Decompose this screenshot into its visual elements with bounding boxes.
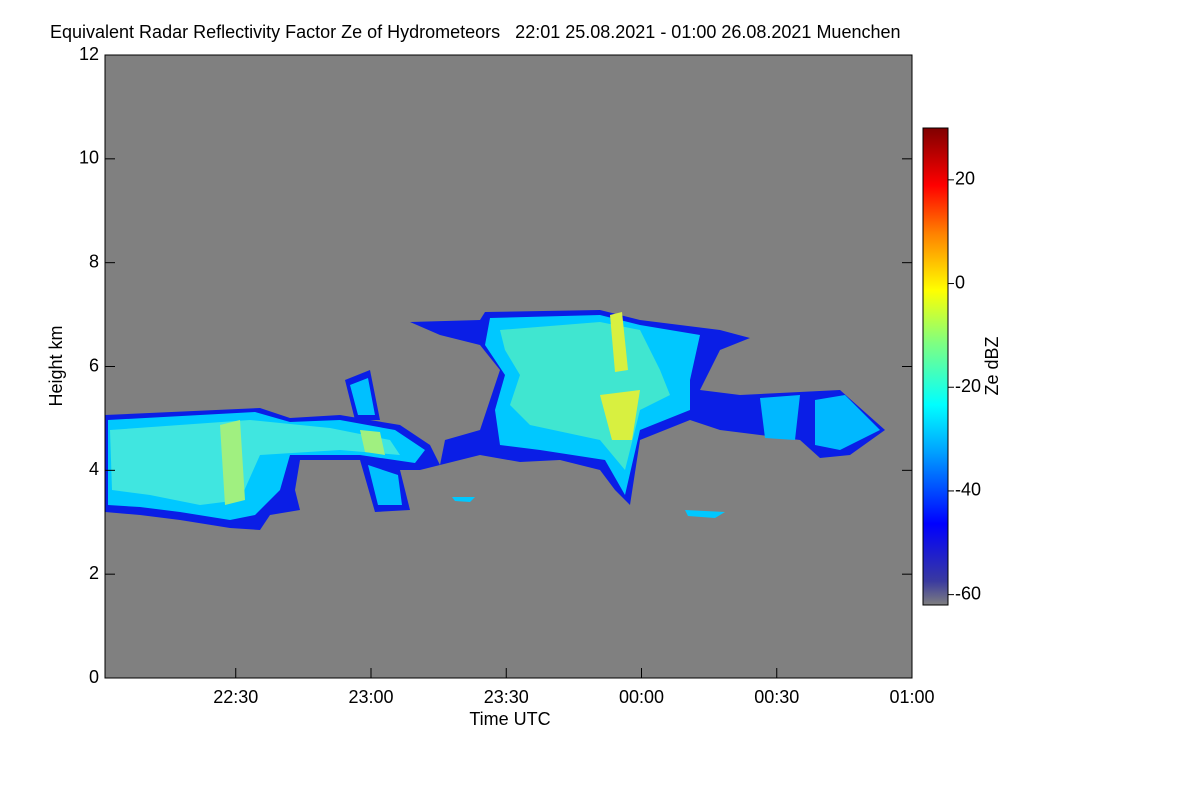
x-tick-label: 00:00 [619, 687, 664, 707]
radar-echoes [105, 310, 885, 530]
chart-title: Equivalent Radar Reflectivity Factor Ze … [50, 22, 901, 42]
x-tick-label: 23:30 [484, 687, 529, 707]
x-tick-label: 23:00 [348, 687, 393, 707]
colorbar-label: Ze dBZ [982, 336, 1002, 395]
colorbar-tick-label: 0 [955, 272, 965, 292]
y-tick-label: 6 [89, 355, 99, 375]
y-tick-label: 0 [89, 667, 99, 687]
colorbar-tick-label: -60 [955, 583, 981, 603]
y-tick-label: 4 [89, 459, 99, 479]
y-axis-label: Height km [46, 325, 66, 406]
x-tick-label: 00:30 [754, 687, 799, 707]
y-tick-label: 2 [89, 563, 99, 583]
colorbar [922, 127, 949, 606]
y-tick-label: 8 [89, 251, 99, 271]
colorbar-tick-label: -20 [955, 376, 981, 396]
x-axis-label: Time UTC [469, 709, 550, 729]
x-tick-label: 01:00 [889, 687, 934, 707]
x-tick-label: 22:30 [213, 687, 258, 707]
colorbar-tick-label: -40 [955, 480, 981, 500]
y-tick-label: 10 [79, 148, 99, 168]
colorbar-tick-label: 20 [955, 169, 975, 189]
y-tick-label: 12 [79, 44, 99, 64]
